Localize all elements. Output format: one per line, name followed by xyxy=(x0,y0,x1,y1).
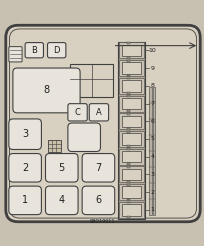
Bar xyxy=(148,87,151,215)
Text: D: D xyxy=(53,46,60,55)
Bar xyxy=(126,92,130,94)
FancyBboxPatch shape xyxy=(6,25,199,222)
Bar xyxy=(118,202,144,218)
Bar xyxy=(121,186,140,198)
Bar xyxy=(126,42,130,44)
Text: A: A xyxy=(96,108,101,117)
FancyBboxPatch shape xyxy=(45,154,78,182)
Bar xyxy=(126,77,130,79)
Text: B: B xyxy=(31,46,37,55)
Bar xyxy=(126,184,130,186)
Text: 6: 6 xyxy=(95,195,101,205)
Bar xyxy=(121,169,140,180)
Text: 3: 3 xyxy=(150,172,154,177)
FancyBboxPatch shape xyxy=(9,47,22,62)
Text: 5: 5 xyxy=(150,137,154,141)
Bar xyxy=(121,62,140,74)
Bar xyxy=(118,78,144,94)
Bar xyxy=(121,133,140,145)
Text: 5: 5 xyxy=(58,163,65,173)
Bar xyxy=(126,181,130,183)
FancyBboxPatch shape xyxy=(68,123,100,152)
Bar xyxy=(126,216,130,218)
Text: 4: 4 xyxy=(150,154,154,159)
Bar xyxy=(118,131,144,147)
Text: 8: 8 xyxy=(150,83,154,88)
Text: 10: 10 xyxy=(148,48,155,53)
Bar xyxy=(121,45,140,56)
Bar xyxy=(118,95,144,112)
Bar xyxy=(47,140,60,152)
Text: 9: 9 xyxy=(150,66,154,71)
Text: 1: 1 xyxy=(150,207,154,212)
Bar xyxy=(126,60,130,62)
Bar xyxy=(118,42,144,59)
Bar xyxy=(121,151,140,162)
Bar xyxy=(70,64,112,96)
FancyBboxPatch shape xyxy=(9,154,41,182)
Bar xyxy=(126,145,130,147)
FancyBboxPatch shape xyxy=(82,154,114,182)
Bar xyxy=(118,113,144,129)
Bar xyxy=(121,98,140,109)
FancyBboxPatch shape xyxy=(9,186,41,215)
Bar xyxy=(118,60,144,76)
Text: C: C xyxy=(74,108,80,117)
FancyBboxPatch shape xyxy=(9,119,41,150)
Bar xyxy=(126,199,130,200)
Text: 4: 4 xyxy=(58,195,64,205)
Text: 7: 7 xyxy=(150,101,154,106)
Bar xyxy=(126,113,130,115)
FancyBboxPatch shape xyxy=(47,43,65,58)
Text: 1: 1 xyxy=(22,195,28,205)
Text: 8: 8 xyxy=(43,85,49,95)
Text: 3: 3 xyxy=(22,129,28,139)
FancyBboxPatch shape xyxy=(82,186,114,215)
Bar xyxy=(121,204,140,215)
Text: 2: 2 xyxy=(22,163,28,173)
Bar xyxy=(126,75,130,76)
Bar xyxy=(118,184,144,200)
Bar xyxy=(126,128,130,129)
Text: SBO19011: SBO19011 xyxy=(89,219,115,224)
Bar xyxy=(126,131,130,133)
FancyBboxPatch shape xyxy=(89,104,108,121)
Bar xyxy=(152,87,154,215)
Bar xyxy=(126,57,130,59)
Bar xyxy=(126,148,130,150)
Bar xyxy=(126,166,130,168)
Bar xyxy=(126,110,130,112)
Text: 2: 2 xyxy=(150,190,154,195)
Text: 6: 6 xyxy=(150,119,154,124)
Bar xyxy=(126,163,130,165)
FancyBboxPatch shape xyxy=(13,68,80,113)
Bar xyxy=(118,149,144,165)
Bar xyxy=(121,116,140,127)
Bar xyxy=(126,201,130,203)
Bar xyxy=(118,166,144,183)
FancyBboxPatch shape xyxy=(68,104,87,121)
Bar xyxy=(117,42,145,219)
Bar xyxy=(126,95,130,97)
FancyBboxPatch shape xyxy=(45,186,78,215)
Bar xyxy=(121,80,140,92)
Text: 7: 7 xyxy=(95,163,101,173)
FancyBboxPatch shape xyxy=(25,43,43,58)
